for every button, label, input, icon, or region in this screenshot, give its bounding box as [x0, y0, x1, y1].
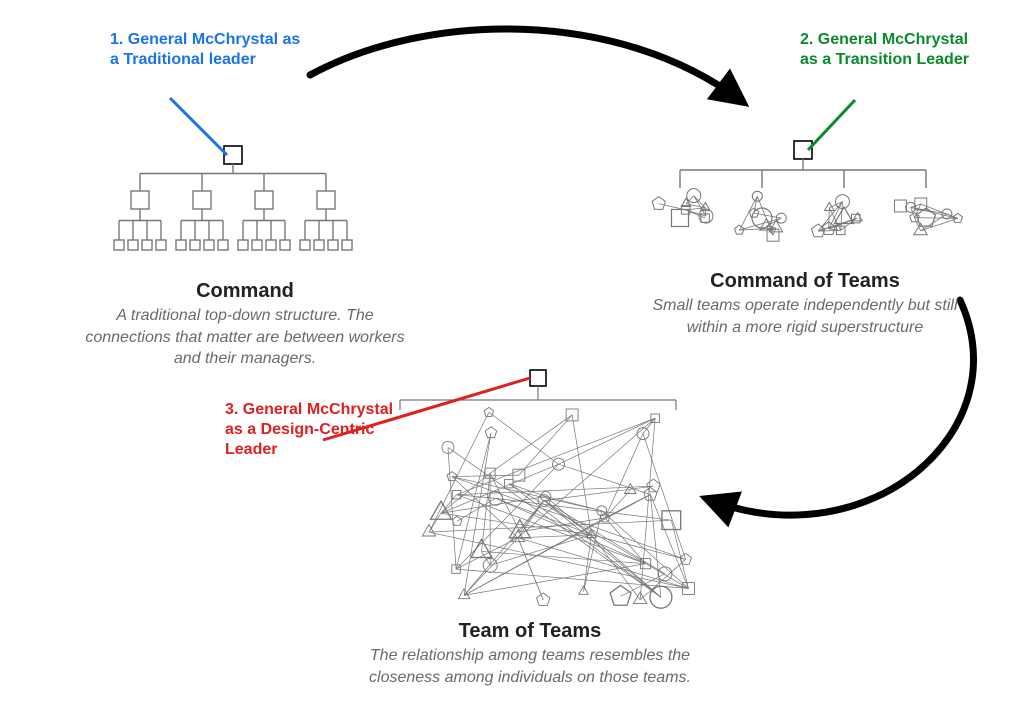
command-of-teams-desc-box: Small teams operate independently but st… — [640, 295, 970, 338]
team-of-teams-desc: The relationship among teams resembles t… — [350, 645, 710, 688]
annotation-traditional-leader: 1. General McChrystal as a Traditional l… — [110, 30, 310, 70]
command-desc-box: A traditional top-down structure. The co… — [80, 305, 410, 370]
block-team-of-teams: Team of Teams — [350, 620, 710, 643]
annotation-transition-leader: 2. General McChrystal as a Transition Le… — [800, 30, 990, 70]
command-of-teams-desc: Small teams operate independently but st… — [640, 295, 970, 338]
annotation-design-centric-leader: 3. General McChrystal as a Design-Centri… — [225, 400, 395, 460]
command-desc: A traditional top-down structure. The co… — [80, 305, 410, 370]
command-title: Command — [80, 280, 410, 303]
command-of-teams-title: Command of Teams — [640, 270, 970, 293]
team-of-teams-desc-box: The relationship among teams resembles t… — [350, 645, 710, 688]
diagram-stage: { "canvas": { "width": 1024, "height": 7… — [0, 0, 1024, 717]
block-command: Command — [80, 280, 410, 303]
block-command-of-teams: Command of Teams — [640, 270, 970, 293]
team-of-teams-title: Team of Teams — [350, 620, 710, 643]
